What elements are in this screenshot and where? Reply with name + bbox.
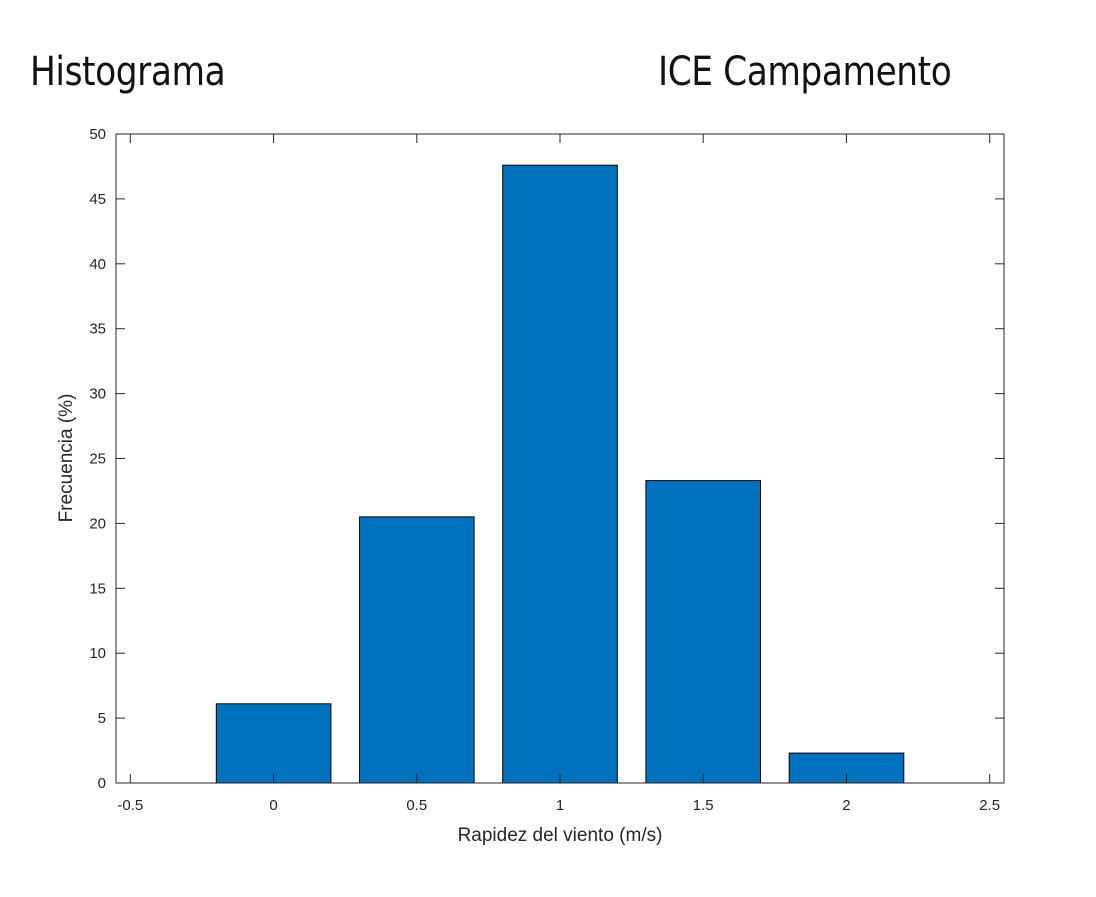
y-tick-labels: 0 5 10 15 20 25 30 35 40 45 50 <box>89 126 106 792</box>
axis-ticks <box>116 133 1004 784</box>
y-tick-label: 45 <box>89 191 106 208</box>
bar-1.5 <box>645 480 762 784</box>
x-tick-label: -0.5 <box>117 797 143 814</box>
chart-title-left: Histograma <box>30 49 226 95</box>
y-tick-label: 5 <box>98 710 106 727</box>
chart-title-right: ICE Campamento <box>658 49 952 95</box>
x-tick-label: 1.5 <box>693 797 714 814</box>
y-tick-label: 40 <box>89 256 106 273</box>
y-tick-label: 25 <box>89 451 106 468</box>
x-tick-label: 0.5 <box>406 797 427 814</box>
x-tick-labels: -0.5 0 0.5 1 1.5 2 2.5 <box>117 797 1000 814</box>
bar-0.5 <box>359 516 475 784</box>
y-tick-label: 30 <box>89 386 106 403</box>
x-tick-label: 0 <box>269 797 277 814</box>
x-tick-label: 2 <box>842 797 850 814</box>
x-tick-label: 1 <box>556 797 564 814</box>
y-tick-label: 15 <box>89 580 106 597</box>
bar-1 <box>502 164 618 784</box>
y-tick-label: 50 <box>89 126 106 143</box>
y-tick-label: 35 <box>89 321 106 338</box>
x-tick-label: 2.5 <box>979 797 1000 814</box>
y-tick-label: 20 <box>89 515 106 532</box>
y-axis-label: Frecuencia (%) <box>56 394 77 523</box>
x-axis-label: Rapidez del viento (m/s) <box>458 825 663 846</box>
bar-0 <box>215 703 332 784</box>
bars-layer <box>215 164 905 784</box>
y-tick-label: 10 <box>89 645 106 662</box>
y-tick-label: 0 <box>98 775 106 792</box>
